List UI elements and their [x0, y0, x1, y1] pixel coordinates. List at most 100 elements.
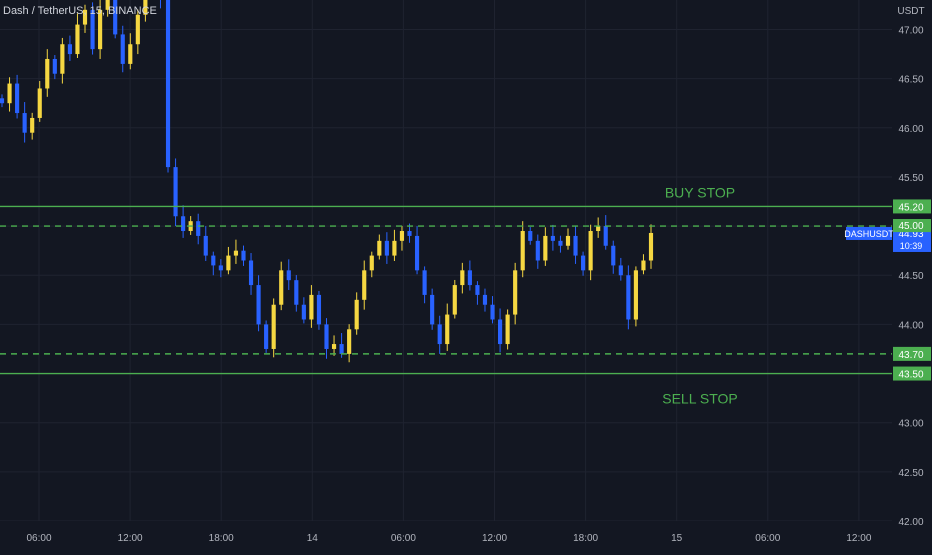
candle-body	[467, 270, 472, 286]
price-tick-label: 45.50	[898, 173, 923, 184]
candle-body	[550, 235, 555, 241]
candle-body	[67, 44, 72, 55]
symbol-title: Dash / TetherUS, 15, BINANCE	[3, 5, 157, 17]
candle-body	[294, 280, 299, 305]
time-tick-label: 06:00	[755, 533, 780, 544]
candle-body	[535, 240, 540, 261]
candle-body	[82, 9, 88, 25]
symbol-price-tag	[846, 226, 892, 240]
candle-body	[558, 240, 563, 246]
price-tick-label: 43.00	[898, 419, 923, 430]
time-tick-label: 12:00	[846, 533, 871, 544]
candle-body	[264, 324, 269, 349]
candle-body	[626, 275, 631, 320]
candle-body	[7, 83, 12, 104]
candle-body	[603, 226, 608, 246]
candle-body	[377, 240, 382, 256]
candle-body	[173, 167, 178, 217]
candle-body	[618, 265, 623, 276]
price-axis-panel	[892, 0, 932, 550]
time-tick-label: 14	[307, 533, 319, 544]
candle-body	[430, 294, 435, 325]
level-annotation: BUY STOP	[665, 184, 735, 200]
candle-layer	[0, 0, 654, 363]
candle-body	[98, 9, 103, 50]
candle-body	[135, 14, 140, 45]
candle-body	[437, 324, 442, 345]
candle-body	[15, 83, 20, 114]
level-price-badge	[893, 219, 931, 233]
candle-body	[248, 260, 254, 286]
candle-body	[392, 240, 397, 256]
candle-body	[581, 255, 586, 271]
candle-body	[422, 270, 427, 295]
time-tick-label: 15	[671, 533, 683, 544]
candle-body	[181, 216, 186, 232]
level-price-badge	[893, 199, 931, 214]
candle-body	[347, 329, 352, 354]
candle-body	[641, 260, 646, 271]
candle-body	[331, 344, 337, 349]
price-tick-label: 47.00	[898, 25, 923, 36]
price-axis[interactable]: USDT 47.00 46.50 46.00 45.50 45.00 44.50 44.00 4…	[892, 0, 932, 550]
time-axis[interactable]: 06:00 12:00 18:00 14 06:00 12:00 18:00 15 06:00 1…	[0, 521, 892, 550]
candle-body	[339, 344, 344, 354]
price-tick-label: 46.50	[898, 75, 923, 86]
candle-body	[407, 231, 412, 236]
level-price-label: 43.70	[898, 350, 923, 361]
candle-body	[271, 304, 276, 349]
candle-body	[369, 255, 374, 271]
symbol-tag-label: DASHUSDT	[844, 229, 894, 239]
bar-countdown: 10:39	[900, 241, 923, 251]
last-price-value: 44.93	[898, 229, 923, 240]
candle-body	[648, 232, 654, 261]
time-axis-panel	[0, 521, 892, 550]
level-price-label: 45.00	[898, 221, 923, 232]
time-tick-label: 18:00	[573, 533, 598, 544]
candle-body	[286, 270, 291, 281]
candle-body	[414, 235, 420, 271]
currency-label: USDT	[897, 6, 924, 17]
candle-body	[362, 270, 367, 300]
time-tick-label: 12:00	[482, 533, 507, 544]
candle-body	[45, 58, 50, 89]
candle-body	[482, 294, 488, 305]
candle-body	[37, 88, 42, 118]
candle-body	[241, 250, 246, 261]
candle-body	[452, 285, 457, 315]
price-tick-label: 42.50	[898, 468, 923, 479]
candle-body	[52, 58, 57, 74]
candle-body	[611, 245, 616, 266]
candle-body	[513, 270, 518, 315]
candle-body	[211, 255, 216, 266]
candle-body	[90, 9, 95, 50]
candle-body	[128, 44, 133, 64]
time-tick-label: 12:00	[118, 533, 143, 544]
grid-layer	[0, 0, 892, 522]
level-price-badge	[893, 366, 931, 381]
time-tick-label: 06:00	[391, 533, 416, 544]
candle-body	[233, 250, 239, 256]
price-tick-label: 44.50	[898, 271, 923, 282]
candle-body	[384, 240, 389, 256]
price-tag-layer: 45.2045.0043.7043.50DASHUSDT44.9310:3945…	[844, 199, 931, 381]
level-layer: BUY STOP SELL STOP	[0, 184, 892, 407]
candle-body	[633, 270, 638, 320]
candle-body	[30, 117, 35, 133]
candle-body	[460, 270, 465, 286]
candle-body	[143, 0, 148, 15]
candle-body	[75, 24, 80, 55]
candle-body	[573, 235, 578, 256]
candle-body	[588, 231, 593, 271]
candle-body	[490, 304, 495, 320]
candle-body	[565, 235, 571, 246]
candle-body	[528, 231, 533, 241]
candle-body	[475, 285, 480, 295]
candle-body	[226, 255, 231, 271]
candle-body	[196, 221, 201, 236]
candle-body	[113, 0, 118, 35]
candle-body	[60, 44, 65, 74]
candle-body	[520, 231, 525, 271]
